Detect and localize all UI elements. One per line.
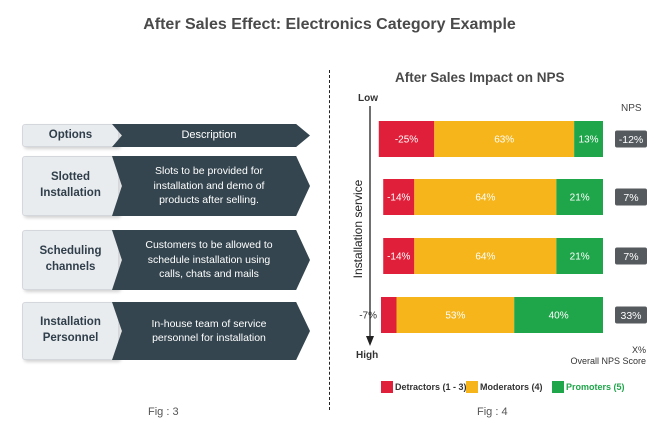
bar-segment-moderators <box>414 238 557 274</box>
description-header-label: Description <box>112 124 310 147</box>
fig-4-caption: Fig : 4 <box>477 406 508 418</box>
bar-segment-detractors <box>383 179 415 215</box>
divider <box>329 70 330 410</box>
bar-segment-detractors <box>378 121 435 157</box>
nps-badge <box>615 130 647 148</box>
fig-3-caption: Fig : 3 <box>148 406 179 418</box>
legend-item-moderators: Moderators (4) <box>466 381 543 393</box>
legend-label: Moderators (4) <box>480 382 543 392</box>
nps-badge-label: -12% <box>619 134 644 146</box>
nps-badge-label: 7% <box>623 192 638 204</box>
nps-column-header: NPS <box>621 103 642 114</box>
option-description: Slots to be provided for installation an… <box>112 156 310 216</box>
legend-swatch <box>381 381 393 393</box>
y-axis-bottom-label: High <box>356 350 379 361</box>
option-row-scheduling: Scheduling channels Customers to be allo… <box>22 230 310 290</box>
y-axis-arrowhead <box>366 336 374 346</box>
bar-segment-promoters <box>556 179 603 215</box>
option-description-text: Customers to be allowed to schedule inst… <box>145 239 273 281</box>
bar-segment-promoters <box>514 297 603 333</box>
data-label-detractors: -25% <box>395 135 418 146</box>
options-header-label: Options <box>22 124 119 147</box>
bar-segment-detractors <box>383 238 415 274</box>
option-description-text: Slots to be provided for installation an… <box>153 165 265 207</box>
option-row-personnel: Installation Personnel In-house team of … <box>22 302 310 360</box>
bar-segment-moderators <box>434 121 575 157</box>
nps-badge <box>615 188 647 206</box>
option-description: In-house team of service personnel for i… <box>112 302 310 360</box>
bar-segment-moderators <box>396 297 515 333</box>
nps-badge-label: 7% <box>623 251 638 263</box>
bar-segment-promoters <box>574 121 603 157</box>
legend-swatch <box>466 381 478 393</box>
data-label-detractors: -14% <box>387 252 410 263</box>
data-label-moderators: 64% <box>475 193 495 204</box>
options-header-row: Options Description <box>22 124 310 147</box>
option-label: Slotted Installation <box>22 156 119 216</box>
data-label-promoters: 21% <box>570 193 590 204</box>
data-label-moderators: 63% <box>494 135 514 146</box>
option-label: Scheduling channels <box>22 230 119 290</box>
legend-item-promoters: Promoters (5) <box>552 381 625 393</box>
main-title: After Sales Effect: Electronics Category… <box>143 16 516 33</box>
data-label-detractors: -7% <box>359 311 377 322</box>
nps-footnote: X% Overall NPS Score <box>568 345 646 367</box>
bar-segment-promoters <box>556 238 603 274</box>
data-label-promoters: 21% <box>570 252 590 263</box>
nps-badge-label: 33% <box>620 310 641 322</box>
nps-badge <box>615 247 647 265</box>
bar-segment-detractors <box>381 297 397 333</box>
y-axis-top-label: Low <box>358 93 378 104</box>
option-description: Customers to be allowed to schedule inst… <box>112 230 310 290</box>
option-label-text: Installation Personnel <box>40 316 101 344</box>
option-label-text: Slotted Installation <box>40 171 101 199</box>
option-description-text: In-house team of service personnel for i… <box>151 317 267 344</box>
legend-label: Detractors (1 - 3) <box>395 382 467 392</box>
legend-label: Promoters (5) <box>566 382 625 392</box>
bar-segment-moderators <box>414 179 557 215</box>
data-label-promoters: 40% <box>549 311 569 322</box>
nps-badge <box>615 306 647 324</box>
option-label-text: Scheduling channels <box>39 245 102 273</box>
data-label-promoters: 13% <box>579 135 599 146</box>
option-label: Installation Personnel <box>22 302 119 360</box>
data-label-moderators: 53% <box>445 311 465 322</box>
data-label-detractors: -14% <box>387 193 410 204</box>
nps-footnote-symbol: X% <box>631 345 646 355</box>
data-label-moderators: 64% <box>475 252 495 263</box>
option-row-slotted: Slotted Installation Slots to be provide… <box>22 156 310 216</box>
legend-item-detractors: Detractors (1 - 3) <box>381 381 467 393</box>
chart-title: After Sales Impact on NPS <box>395 70 565 85</box>
nps-footnote-text: Overall NPS Score <box>570 355 646 366</box>
legend-swatch <box>552 381 564 393</box>
